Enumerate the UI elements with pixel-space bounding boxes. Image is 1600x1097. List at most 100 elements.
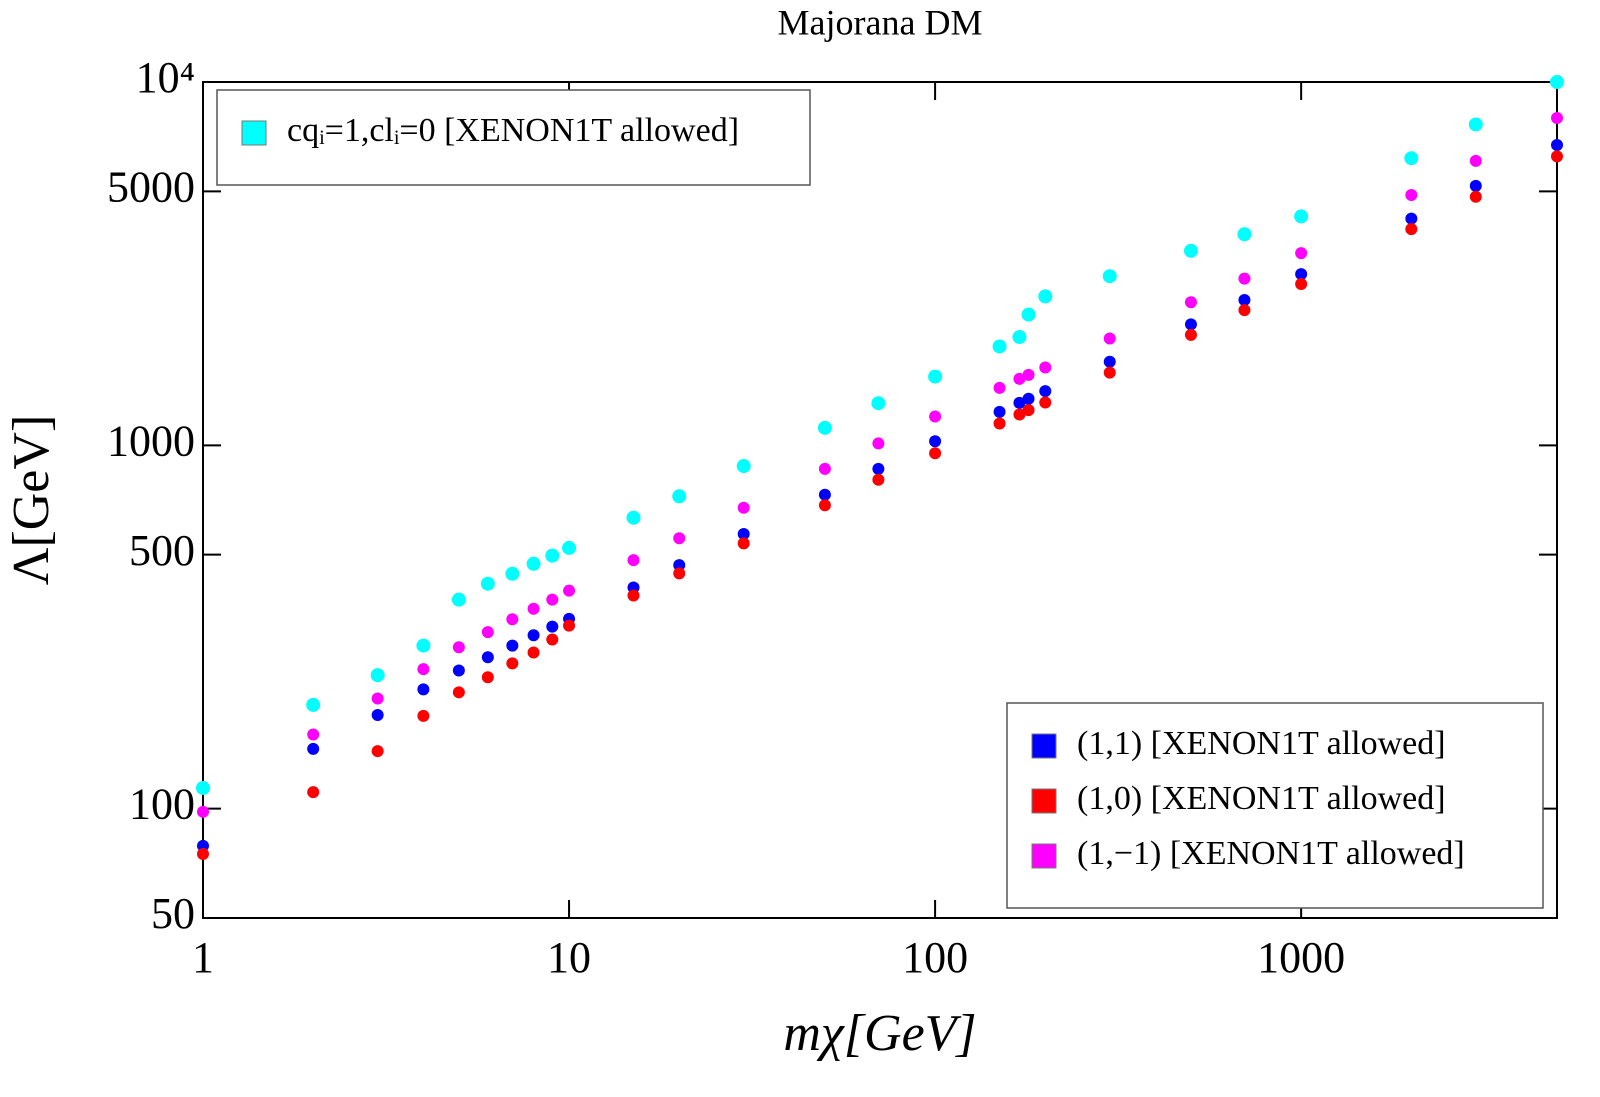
data-point <box>872 462 885 475</box>
y-tick-label: 50 <box>151 889 195 938</box>
data-point <box>197 805 209 818</box>
data-point <box>1184 328 1197 341</box>
data-point <box>452 664 465 677</box>
data-point <box>1551 138 1563 151</box>
data-point <box>993 381 1006 394</box>
data-point <box>506 657 519 670</box>
chart-title: Majorana DM <box>778 2 983 42</box>
data-point <box>545 548 560 563</box>
legend-swatch <box>1031 843 1057 869</box>
data-point <box>371 692 384 705</box>
data-point <box>1022 392 1035 405</box>
data-point <box>546 633 559 646</box>
data-point <box>1469 190 1482 203</box>
data-point <box>417 683 430 696</box>
data-point <box>526 556 541 571</box>
data-point <box>673 567 686 580</box>
y-axis-label: Λ[GeV] <box>3 415 60 586</box>
data-point <box>371 709 384 722</box>
data-point <box>1021 307 1036 322</box>
data-point <box>417 663 430 676</box>
x-axis-label: mχ[GeV] <box>783 1005 976 1062</box>
data-point <box>1039 361 1052 374</box>
data-point <box>1013 408 1026 421</box>
data-point <box>737 528 750 541</box>
data-point <box>1012 330 1027 345</box>
data-point <box>1013 372 1026 385</box>
data-point <box>1405 212 1418 225</box>
data-point <box>673 532 686 545</box>
data-point <box>1404 151 1419 166</box>
data-point <box>817 420 832 435</box>
data-point <box>371 745 384 758</box>
data-point <box>1103 355 1116 368</box>
data-point <box>673 559 686 572</box>
data-point <box>1038 289 1053 304</box>
data-point <box>1183 243 1198 258</box>
data-point <box>527 646 540 659</box>
data-point <box>197 839 209 852</box>
data-point <box>1294 209 1309 224</box>
data-point <box>1551 111 1563 124</box>
data-point <box>527 629 540 642</box>
data-point <box>416 638 431 653</box>
data-point <box>737 501 750 514</box>
data-point <box>1295 247 1308 260</box>
data-point <box>929 435 942 448</box>
data-point <box>1039 396 1052 409</box>
data-point <box>1468 117 1483 132</box>
y-tick-label: 500 <box>129 526 195 575</box>
legend-swatch <box>241 120 267 146</box>
data-point <box>993 405 1006 418</box>
data-point <box>627 589 640 602</box>
data-point <box>871 396 886 411</box>
legend-label: cqᵢ=1,clᵢ=0 [XENON1T allowed] <box>287 112 739 149</box>
y-tick-label: 5000 <box>107 162 195 211</box>
x-tick-label: 100 <box>902 933 968 982</box>
data-point <box>1238 293 1251 306</box>
data-point <box>1550 75 1564 89</box>
data-point <box>506 613 519 626</box>
data-point <box>417 709 430 722</box>
data-point <box>307 728 320 741</box>
legend-box <box>216 89 811 186</box>
x-tick-label: 1 <box>192 933 214 982</box>
data-point <box>872 437 885 450</box>
data-point <box>736 459 751 474</box>
data-point <box>1295 277 1308 290</box>
data-point <box>818 462 831 475</box>
data-point <box>818 488 831 501</box>
data-point <box>1238 304 1251 317</box>
data-point <box>563 584 576 597</box>
data-point <box>672 489 687 504</box>
data-point <box>1184 318 1197 331</box>
data-point <box>872 473 885 486</box>
data-point <box>546 620 559 633</box>
y-tick-label: 10⁴ <box>136 53 195 102</box>
data-point <box>307 786 320 799</box>
data-point <box>929 447 942 460</box>
data-point <box>1103 366 1116 379</box>
data-point <box>452 686 465 699</box>
y-tick-label: 100 <box>129 780 195 829</box>
data-point <box>505 566 520 581</box>
legend-label: (1,0) [XENON1T allowed] <box>1077 780 1446 817</box>
legend-swatch <box>1031 733 1057 759</box>
data-point <box>992 339 1007 354</box>
data-point <box>1405 223 1418 236</box>
data-point <box>1237 227 1252 242</box>
data-point <box>197 848 209 861</box>
data-point <box>480 576 495 591</box>
legend-box <box>1006 702 1544 909</box>
x-tick-label: 10 <box>547 933 591 982</box>
legend-label: (1,1) [XENON1T allowed] <box>1077 725 1446 762</box>
y-tick-label: 1000 <box>107 416 195 465</box>
data-point <box>563 619 576 632</box>
plot-frame <box>202 81 1558 919</box>
data-point <box>306 697 321 712</box>
data-point <box>562 540 577 555</box>
data-point <box>481 651 494 664</box>
data-point <box>527 602 540 615</box>
data-point <box>1469 179 1482 192</box>
